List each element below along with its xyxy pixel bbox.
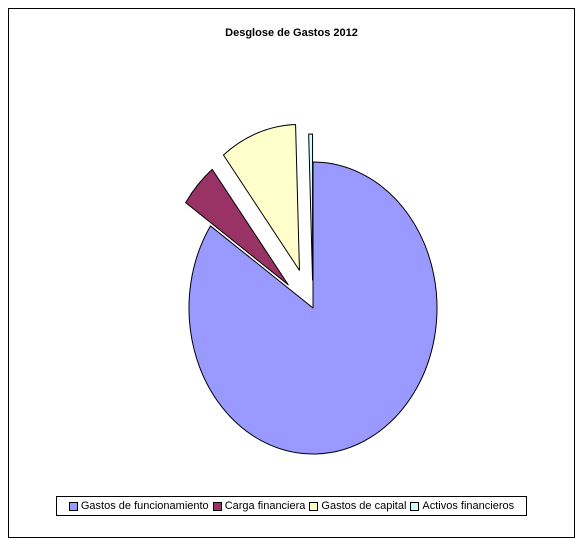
legend-swatch	[309, 501, 319, 511]
pie-chart	[185, 123, 438, 455]
legend-label: Gastos de capital	[321, 500, 407, 512]
legend-entry-gastos-de-capital: Gastos de capital	[309, 500, 406, 512]
chart-title: Desglose de Gastos 2012	[225, 27, 358, 39]
pie-slice-gastos-de-capital	[222, 123, 300, 271]
legend-swatch	[410, 501, 420, 511]
legend-entry-activos-financieros: Activos financieros	[410, 500, 514, 512]
pie-slice-carga-financiera	[185, 168, 289, 286]
legend-entry-gastos-de-funcionamiento: Gastos de funcionamiento	[68, 500, 209, 512]
pie-slice-gastos-de-funcionamiento	[188, 161, 438, 455]
legend-swatch	[212, 501, 222, 511]
chart-legend: Gastos de funcionamiento Carga financiera…	[56, 496, 527, 516]
legend-label: Gastos de funcionamiento	[80, 500, 209, 512]
legend-swatch	[68, 501, 78, 511]
legend-entry-carga-financiera: Carga financiera	[212, 500, 306, 512]
legend-label: Carga financiera	[224, 500, 306, 512]
pie-slice-activos-financieros	[308, 133, 314, 281]
legend-label: Activos financieros	[422, 500, 515, 512]
